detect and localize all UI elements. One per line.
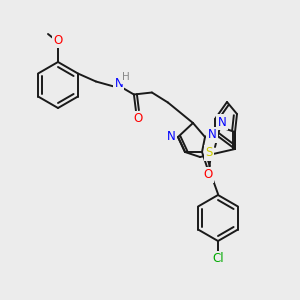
Text: N: N (218, 116, 226, 128)
Text: S: S (205, 146, 213, 160)
Text: O: O (53, 34, 63, 46)
Text: N: N (115, 77, 123, 90)
Text: H: H (122, 73, 130, 82)
Text: N: N (167, 130, 176, 143)
Text: O: O (203, 169, 213, 182)
Text: N: N (208, 128, 216, 142)
Text: Cl: Cl (212, 253, 224, 266)
Text: O: O (133, 112, 142, 125)
